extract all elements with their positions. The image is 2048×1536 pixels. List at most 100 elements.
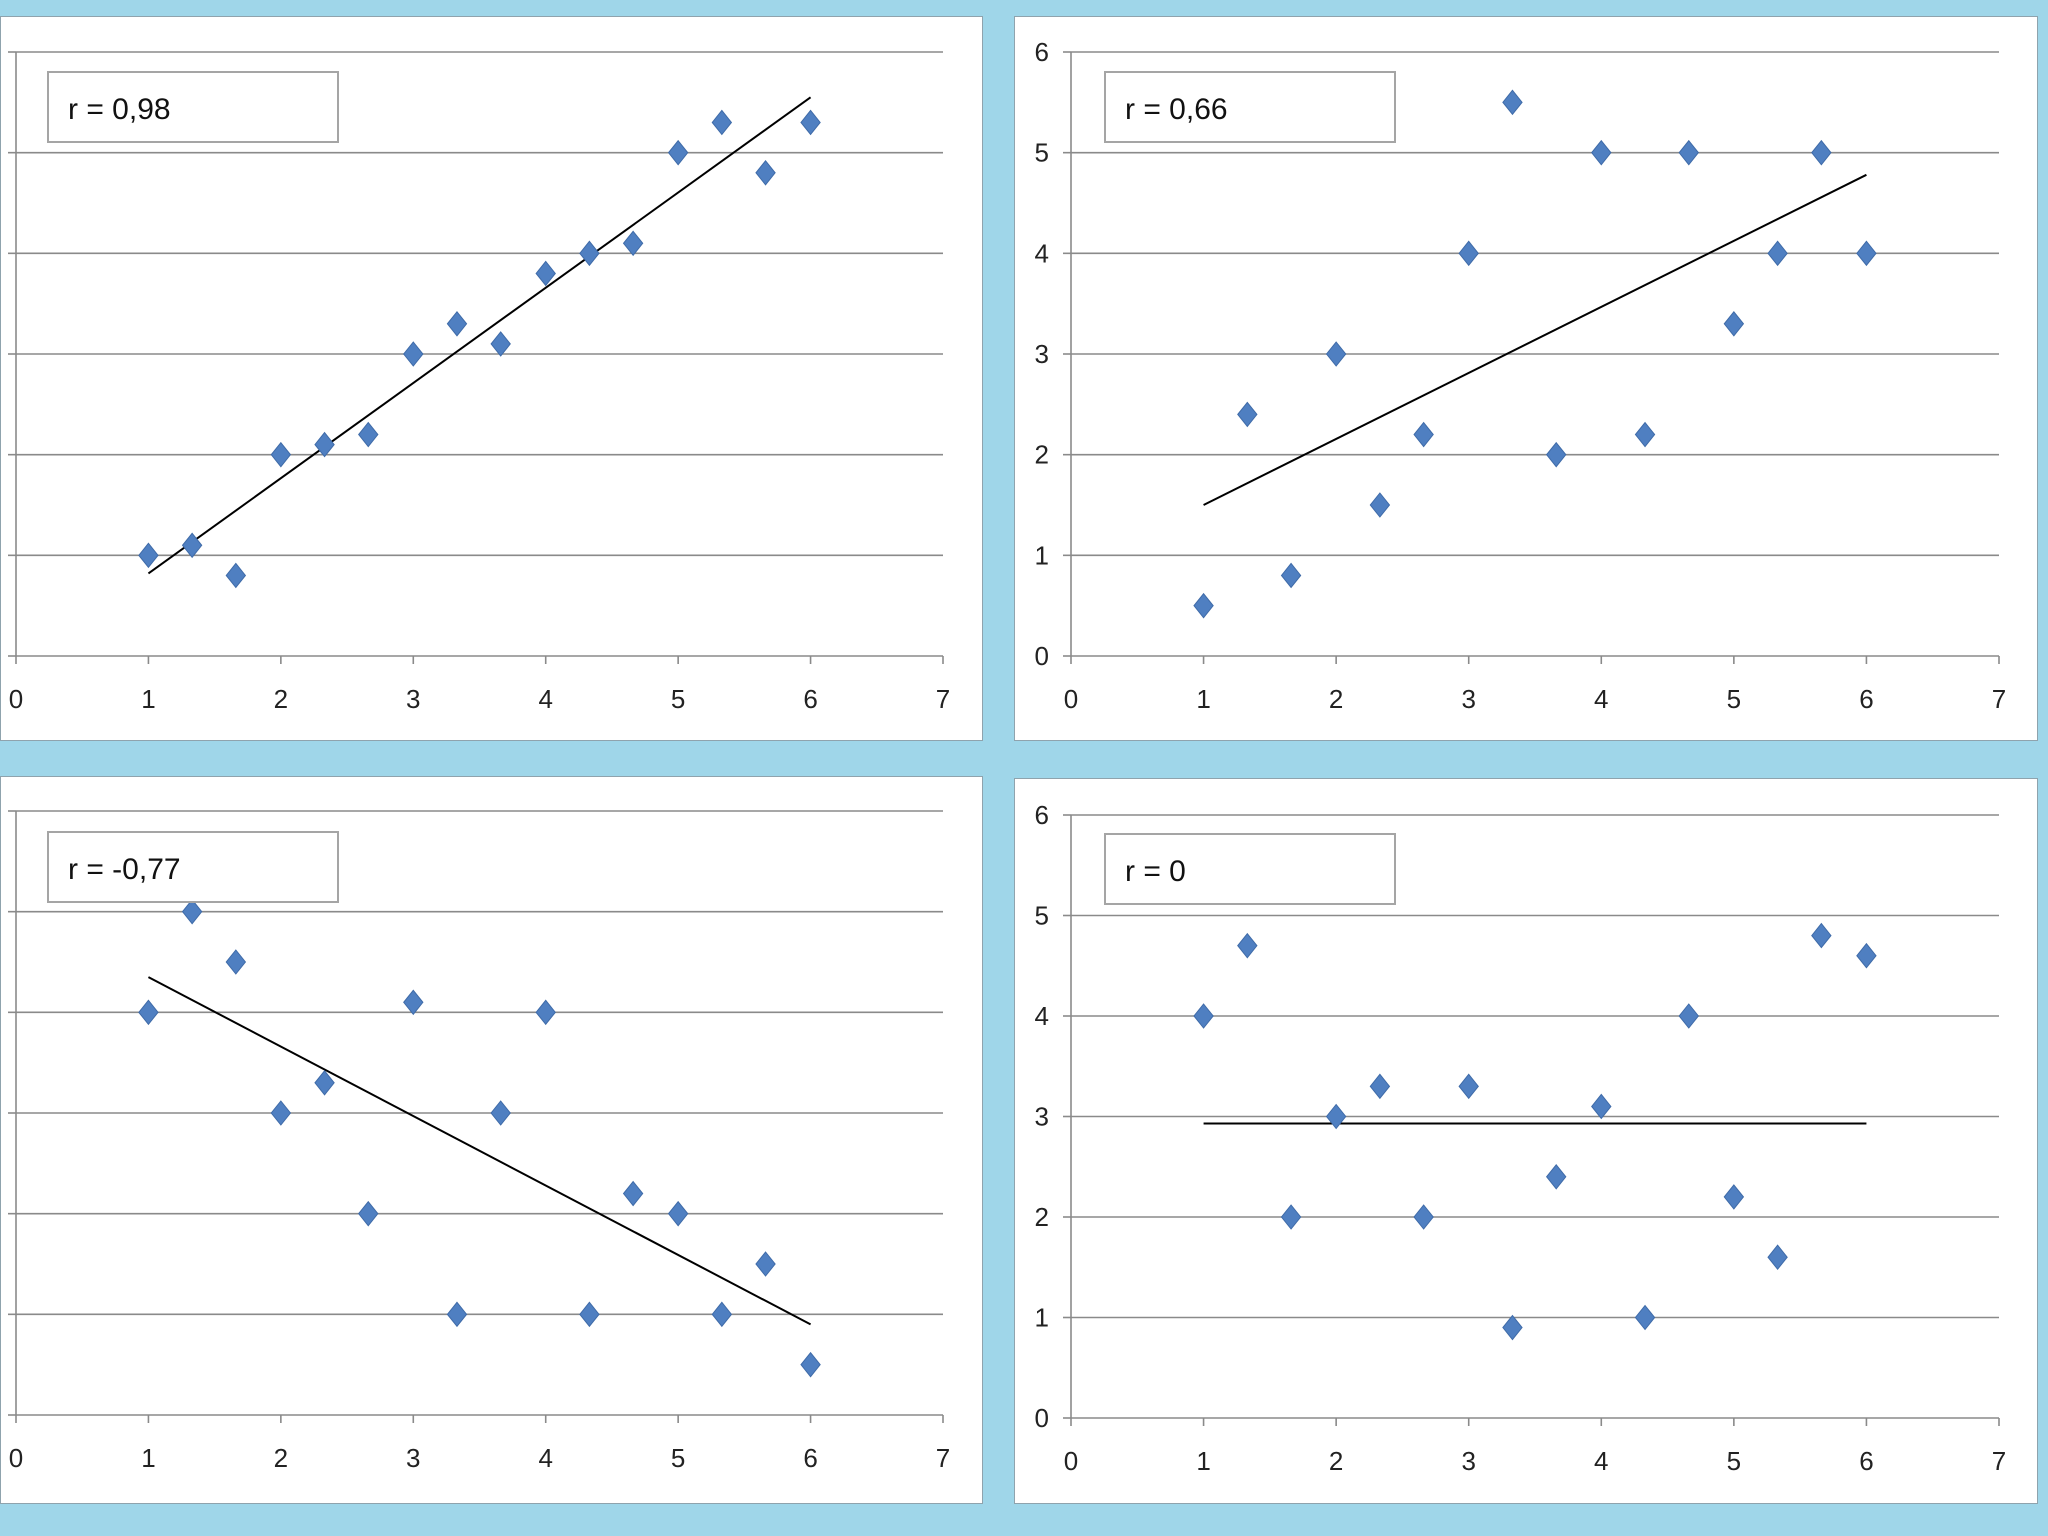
data-point-4 <box>314 431 335 458</box>
chart-panel-top-right: 0 1 2 3 4 5 6 7 0 1 2 3 4 5 6 r = 0,66 <box>1014 16 2038 741</box>
data-point-15 <box>800 109 821 136</box>
data-point-1 <box>181 532 203 559</box>
data-point-3 <box>1325 1103 1347 1130</box>
data-point-4 <box>1369 492 1391 518</box>
x-tick-label-2: 2 <box>1329 1446 1343 1476</box>
data-point-11 <box>622 230 644 257</box>
y-tick-label-2: 2 <box>1035 1202 1049 1232</box>
scatter-chart-bottom-right: 0 1 2 3 4 5 6 7 0 1 2 3 4 5 6 r = 0 <box>1035 800 2007 1476</box>
x-tick-label-1: 1 <box>141 1443 155 1473</box>
data-point-11 <box>1678 139 1700 166</box>
data-point-1 <box>1237 932 1258 959</box>
data-point-8 <box>1545 1163 1567 1190</box>
data-point-10 <box>1634 421 1656 448</box>
y-tick-label-1: 1 <box>1035 1303 1049 1333</box>
x-tick-label-4: 4 <box>1594 684 1608 714</box>
x-tick-label-0: 0 <box>1064 684 1078 714</box>
data-point-8 <box>490 331 511 357</box>
data-point-13 <box>1767 240 1788 267</box>
correlation-annotation-text: r = 0,98 <box>68 93 171 126</box>
x-tick-label-2: 2 <box>274 684 288 714</box>
y-tick-label-4: 4 <box>1035 238 1049 268</box>
chart-panel-bottom-left: 0 1 2 3 4 5 6 7 r = -0,77 <box>0 776 983 1504</box>
data-point-12 <box>667 139 689 166</box>
data-point-3 <box>1325 341 1347 367</box>
data-point-4 <box>314 1069 335 1096</box>
x-tick-label-3: 3 <box>1461 1446 1475 1476</box>
chart-panel-top-left: 0 1 2 3 4 5 6 7 r = 0,98 <box>0 16 983 741</box>
data-point-11 <box>622 1180 644 1207</box>
data-point-5 <box>358 421 379 448</box>
x-tick-label-4: 4 <box>1594 1446 1608 1476</box>
data-point-12 <box>1723 1184 1745 1210</box>
y-tick-label-5: 5 <box>1035 901 1049 931</box>
data-point-10 <box>1634 1304 1656 1331</box>
data-point-6 <box>403 341 424 367</box>
correlation-annotation-box <box>47 71 339 143</box>
x-tick-label-2: 2 <box>1329 684 1343 714</box>
data-point-10 <box>579 240 600 267</box>
data-point-13 <box>711 1301 733 1328</box>
y-tick-label-1: 1 <box>1035 540 1049 570</box>
data-point-0 <box>138 542 159 569</box>
correlation-annotation: r = -0,77 <box>47 831 339 903</box>
data-point-13 <box>1767 1244 1788 1271</box>
x-tick-label-7: 7 <box>936 684 950 714</box>
x-tick-label-6: 6 <box>1859 684 1873 714</box>
data-point-2 <box>1280 562 1302 589</box>
x-tick-label-7: 7 <box>1992 1446 2006 1476</box>
y-tick-label-6: 6 <box>1035 800 1049 830</box>
data-point-9 <box>535 260 556 287</box>
correlation-annotation-box <box>47 831 339 903</box>
data-point-2 <box>225 949 247 975</box>
data-point-14 <box>1811 922 1832 949</box>
trendline <box>147 976 812 1326</box>
correlation-annotation-text: r = -0,77 <box>68 853 181 886</box>
data-point-12 <box>1723 310 1745 337</box>
x-tick-label-1: 1 <box>1196 1446 1210 1476</box>
data-point-13 <box>711 109 733 136</box>
data-point-4 <box>1369 1073 1391 1100</box>
data-point-7 <box>1502 89 1523 116</box>
data-point-7 <box>446 1301 468 1328</box>
x-tick-label-0: 0 <box>1064 1446 1078 1476</box>
x-tick-label-0: 0 <box>9 684 23 714</box>
chart-panel-bottom-right: 0 1 2 3 4 5 6 7 0 1 2 3 4 5 6 r = 0 <box>1014 778 2038 1504</box>
data-point-6 <box>1458 240 1479 267</box>
scatter-chart-bottom-left: 0 1 2 3 4 5 6 7 r = -0,77 <box>8 810 950 1473</box>
data-point-9 <box>1591 1093 1612 1120</box>
x-tick-label-4: 4 <box>538 1443 552 1473</box>
data-point-10 <box>579 1301 600 1328</box>
data-point-12 <box>667 1200 689 1227</box>
x-tick-label-5: 5 <box>1727 684 1741 714</box>
data-point-14 <box>1811 139 1832 166</box>
correlation-annotation-box <box>1104 71 1396 143</box>
data-point-7 <box>1502 1314 1523 1341</box>
data-point-2 <box>1280 1204 1302 1230</box>
x-tick-label-2: 2 <box>274 1443 288 1473</box>
data-point-7 <box>446 310 468 337</box>
y-tick-label-5: 5 <box>1035 138 1049 168</box>
x-tick-label-3: 3 <box>1461 684 1475 714</box>
x-tick-label-1: 1 <box>141 684 155 714</box>
correlation-annotation-box <box>1104 833 1396 905</box>
scatter-chart-top-right: 0 1 2 3 4 5 6 7 0 1 2 3 4 5 6 r = 0,66 <box>1035 37 2007 714</box>
y-tick-label-3: 3 <box>1035 1102 1049 1132</box>
y-tick-label-2: 2 <box>1035 440 1049 470</box>
data-point-1 <box>181 898 203 925</box>
x-tick-label-5: 5 <box>671 1443 685 1473</box>
y-tick-label-0: 0 <box>1035 641 1049 671</box>
x-tick-label-6: 6 <box>803 1443 817 1473</box>
trendline <box>147 96 812 575</box>
trendline <box>1203 173 1867 506</box>
data-point-8 <box>490 1100 511 1126</box>
y-tick-label-0: 0 <box>1035 1403 1049 1433</box>
data-point-15 <box>1856 942 1877 969</box>
data-point-6 <box>1458 1073 1479 1100</box>
data-point-1 <box>1237 401 1258 428</box>
x-tick-label-5: 5 <box>1727 1446 1741 1476</box>
y-tick-label-4: 4 <box>1035 1001 1049 1031</box>
data-point-15 <box>1856 240 1877 267</box>
data-point-6 <box>403 989 424 1016</box>
correlation-annotation-text: r = 0 <box>1125 855 1186 888</box>
